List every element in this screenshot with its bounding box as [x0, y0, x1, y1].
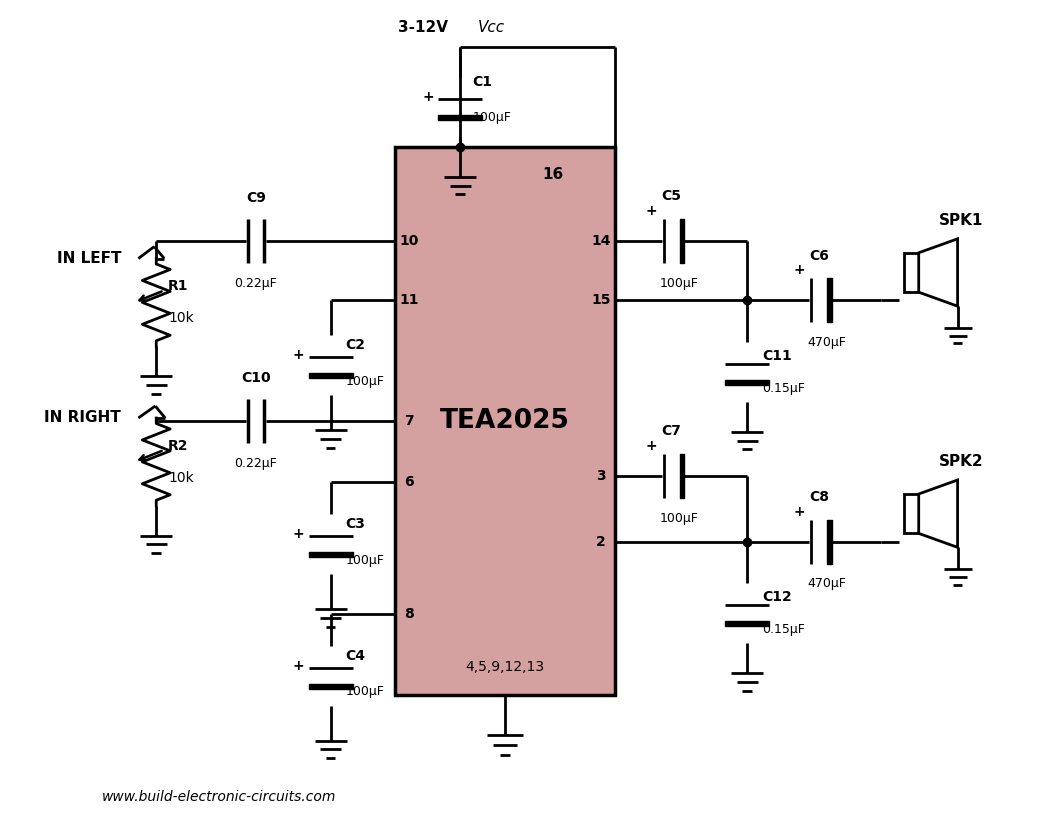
Text: 15: 15	[591, 293, 611, 308]
Text: C10: C10	[241, 371, 270, 385]
Text: C3: C3	[346, 517, 366, 531]
Polygon shape	[904, 252, 919, 292]
Text: 7: 7	[405, 414, 414, 428]
Text: +: +	[293, 528, 304, 541]
Text: TEA2025: TEA2025	[440, 408, 570, 434]
Text: Vcc: Vcc	[478, 20, 506, 35]
Text: 10: 10	[400, 234, 419, 248]
Text: 8: 8	[405, 607, 414, 621]
Text: 100μF: 100μF	[346, 375, 385, 388]
Text: +: +	[646, 204, 657, 218]
Text: C6: C6	[809, 248, 829, 263]
Text: 470μF: 470μF	[808, 578, 847, 590]
Text: 100μF: 100μF	[660, 277, 699, 290]
Text: 4,5,9,12,13: 4,5,9,12,13	[465, 660, 545, 674]
Text: C5: C5	[661, 189, 682, 203]
Text: 0.15μF: 0.15μF	[762, 381, 806, 395]
Text: C4: C4	[346, 649, 366, 663]
Text: C1: C1	[472, 75, 492, 89]
Text: R1: R1	[169, 279, 189, 293]
Text: 3-12V: 3-12V	[399, 20, 448, 35]
Text: www.build-electronic-circuits.com: www.build-electronic-circuits.com	[102, 790, 336, 803]
Bar	[395, 147, 615, 695]
Text: 3: 3	[596, 469, 605, 483]
Text: 11: 11	[400, 293, 419, 308]
Text: 470μF: 470μF	[808, 336, 847, 349]
Text: C8: C8	[809, 490, 829, 504]
Polygon shape	[919, 480, 957, 548]
Text: C12: C12	[762, 590, 792, 604]
Text: 0.22μF: 0.22μF	[234, 277, 278, 290]
Text: 10k: 10k	[169, 311, 194, 325]
Text: SPK2: SPK2	[939, 454, 984, 469]
Polygon shape	[919, 239, 957, 306]
Text: +: +	[293, 659, 304, 673]
Text: 6: 6	[405, 476, 414, 489]
Polygon shape	[904, 494, 919, 533]
Text: IN RIGHT: IN RIGHT	[43, 410, 121, 426]
Text: IN LEFT: IN LEFT	[56, 251, 121, 266]
Text: 0.15μF: 0.15μF	[762, 623, 806, 636]
Text: 100μF: 100μF	[472, 110, 511, 124]
Text: SPK1: SPK1	[939, 213, 983, 228]
Text: 100μF: 100μF	[346, 686, 385, 698]
Text: 2: 2	[596, 534, 605, 548]
Text: C11: C11	[762, 349, 792, 363]
Text: 10k: 10k	[169, 471, 194, 485]
Text: 0.22μF: 0.22μF	[234, 456, 278, 470]
Text: C2: C2	[346, 339, 366, 352]
Text: 14: 14	[591, 234, 611, 248]
Text: +: +	[793, 263, 805, 278]
Text: +: +	[423, 90, 435, 104]
Text: 100μF: 100μF	[346, 553, 385, 567]
Text: 16: 16	[543, 167, 564, 182]
Text: +: +	[646, 439, 657, 453]
Text: R2: R2	[169, 439, 189, 453]
Text: 100μF: 100μF	[660, 512, 699, 525]
Text: +: +	[793, 505, 805, 518]
Text: C7: C7	[661, 424, 682, 438]
Text: C9: C9	[246, 191, 266, 206]
Text: +: +	[293, 349, 304, 362]
